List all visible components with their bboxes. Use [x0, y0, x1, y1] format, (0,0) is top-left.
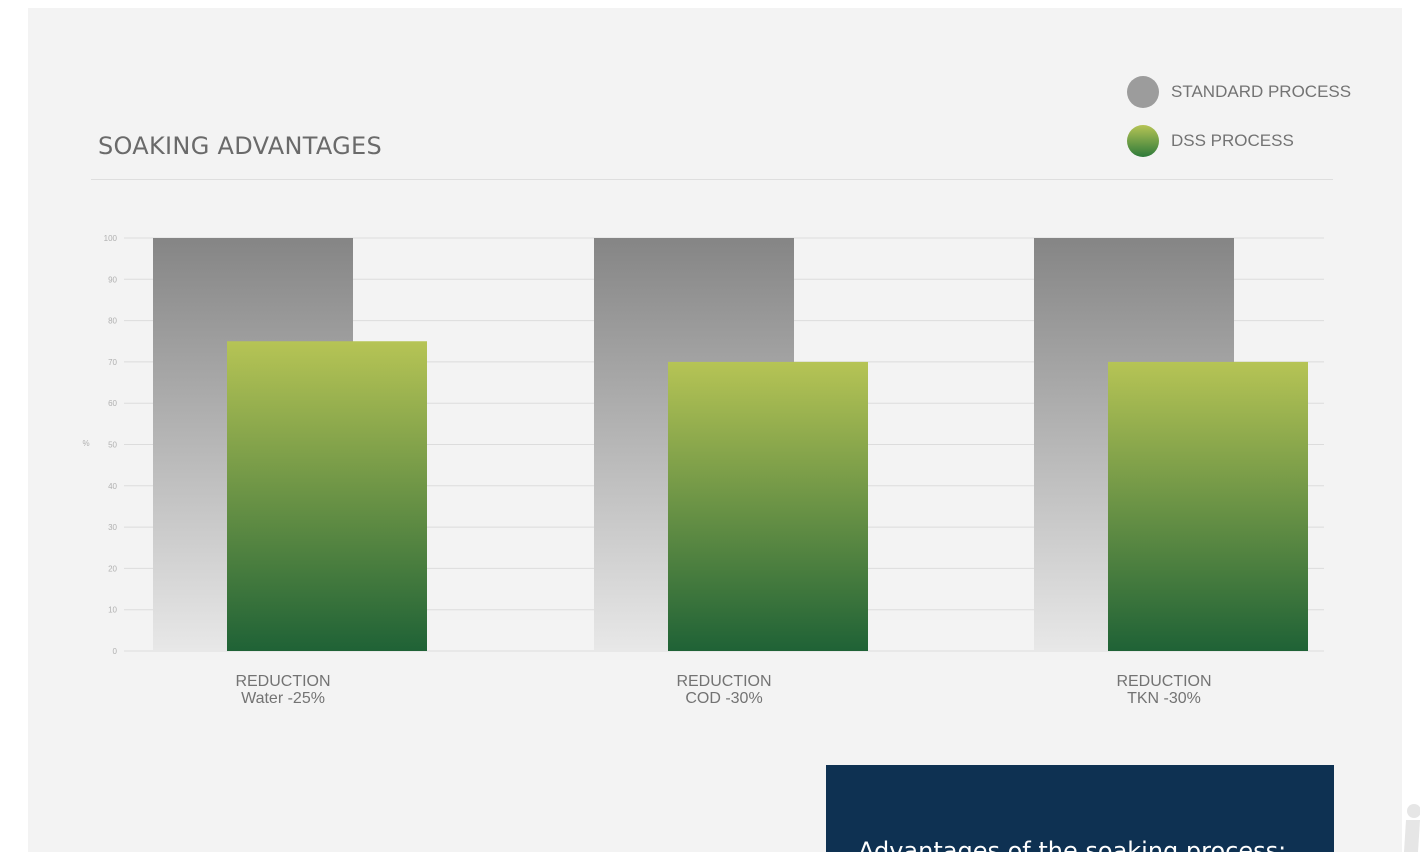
bar-dss-process — [227, 341, 427, 651]
title-divider — [91, 179, 1333, 180]
y-tick-label: 30 — [108, 523, 117, 532]
y-tick-label: 70 — [108, 358, 117, 367]
y-tick-label: 100 — [104, 234, 118, 243]
chart-title: SOAKING ADVANTAGES — [98, 132, 383, 160]
info-box: Advantages of the soaking process: — [826, 765, 1334, 852]
x-category-sublabel: TKN -30% — [1127, 690, 1201, 707]
bar-dss-process — [1108, 361, 1308, 651]
x-category-label: REDUCTION — [676, 673, 771, 690]
y-axis-label: % — [82, 439, 89, 448]
bars — [153, 238, 1308, 651]
decorative-figure-icon — [1404, 804, 1420, 852]
y-tick-label: 20 — [108, 564, 117, 573]
y-tick-label: 90 — [108, 275, 117, 284]
legend-dss-label: DSS PROCESS — [1171, 131, 1294, 150]
y-tick-label: 80 — [108, 317, 117, 326]
x-category-sublabel: COD -30% — [685, 690, 762, 707]
y-axis-ticks: 0 10 20 30 40 50 60 70 80 90 100 — [104, 234, 118, 656]
x-category-label: REDUCTION — [235, 673, 330, 690]
x-category-label: REDUCTION — [1116, 673, 1211, 690]
legend-standard-process: STANDARD PROCESS — [1127, 75, 1351, 109]
legend-standard-swatch — [1127, 76, 1159, 108]
bar-dss-process — [668, 361, 868, 651]
y-tick-label: 60 — [108, 399, 117, 408]
x-category-sublabel: Water -25% — [241, 690, 325, 707]
y-tick-label: 50 — [108, 441, 117, 450]
y-tick-label: 10 — [108, 606, 117, 615]
legend-standard-label: STANDARD PROCESS — [1171, 82, 1352, 101]
legend-dss-process: DSS PROCESS — [1127, 124, 1294, 158]
legend-dss-swatch — [1127, 125, 1159, 157]
y-tick-label: 0 — [113, 647, 118, 656]
chart-panel: SOAKING ADVANTAGES STANDARD PROCESS DSS … — [28, 8, 1402, 852]
y-tick-label: 40 — [108, 482, 117, 491]
info-box-heading: Advantages of the soaking process: — [858, 837, 1287, 852]
